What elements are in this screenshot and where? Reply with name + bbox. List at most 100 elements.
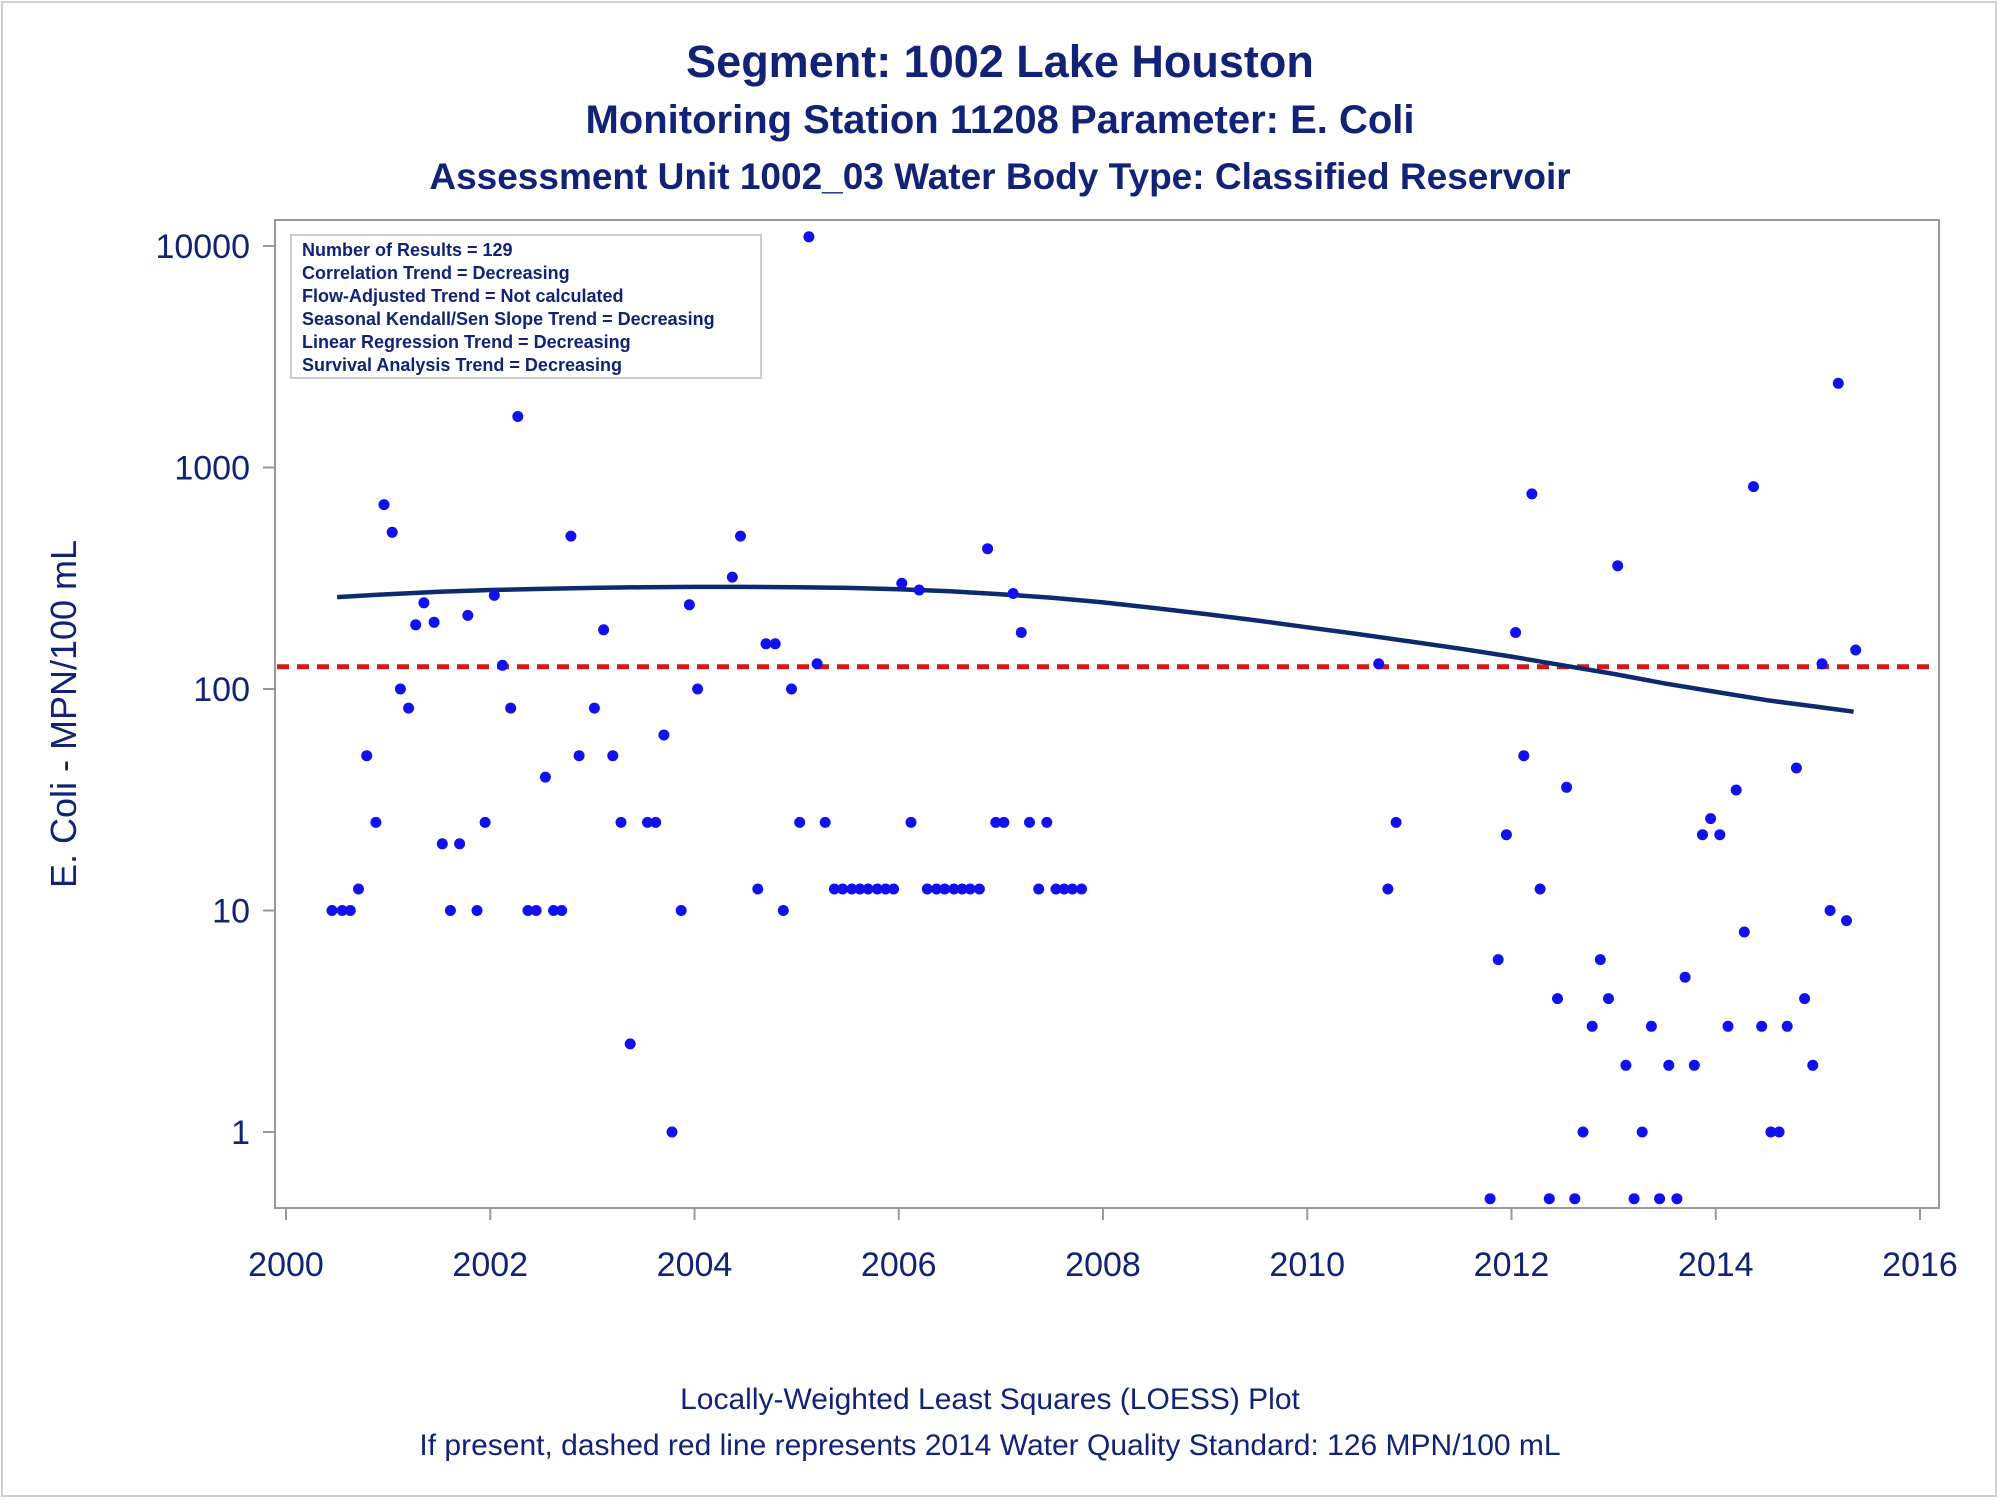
data-point [454,838,466,850]
data-point [880,883,891,895]
data-point [1577,1126,1589,1138]
data-point [598,624,610,636]
data-point [436,838,448,850]
data-point [1722,1020,1734,1032]
y-tick-label: 100 [193,671,250,709]
data-point [522,905,534,916]
data-point [1603,993,1614,1005]
data-point [573,750,585,762]
data-point [505,702,517,714]
data-point [786,683,797,695]
data-point [1671,1193,1683,1205]
info-number-of-results: Number of Results = 129 [302,240,513,260]
data-point [1850,644,1862,656]
data-point [871,883,883,895]
data-point [1688,1059,1700,1071]
data-point [683,599,695,611]
data-point [1041,816,1053,828]
x-tick-label: 2010 [1269,1246,1345,1284]
data-point [1697,829,1708,841]
data-point [418,597,430,609]
info-linear-regression-trend: Linear Regression Trend = Decreasing [302,332,631,352]
data-point [378,499,390,511]
data-point [1382,883,1394,895]
data-point [326,905,338,916]
data-point [1390,816,1402,828]
data-point [1492,954,1504,966]
data-point [1007,588,1019,599]
y-tick-label: 10 [212,893,250,931]
footnote-standard: If present, dashed red line represents 2… [419,1429,1561,1462]
data-point [846,883,858,895]
data-point [862,883,874,895]
data-point [1612,560,1624,572]
data-point [488,589,500,601]
data-point [624,1038,636,1050]
data-point [990,816,1002,828]
data-point [1714,829,1726,841]
data-point [1484,1193,1496,1205]
data-point [1790,762,1802,774]
data-point [752,883,764,895]
x-tick-label: 2002 [452,1246,528,1284]
data-point [1781,1020,1793,1032]
data-point [1705,813,1717,825]
data-point [512,411,524,422]
data-point [905,816,917,828]
data-point [666,1126,678,1138]
x-tick-label: 2004 [657,1246,733,1284]
data-point [336,905,348,916]
data-point [675,905,687,916]
data-point [1066,883,1078,895]
info-box: Number of Results = 129 Correlation Tren… [290,234,762,379]
chart-title: Segment: 1002 Lake Houston [686,36,1314,87]
data-point [939,883,951,895]
data-point [811,658,823,670]
data-point [479,816,491,828]
x-tick-label: 2014 [1678,1246,1754,1284]
data-point [344,905,356,916]
data-point [803,231,815,243]
data-point [1765,1126,1777,1138]
data-point [1058,883,1070,895]
data-point [462,609,474,621]
data-point [615,816,627,828]
data-point [1654,1193,1666,1205]
data-point [1636,1126,1648,1138]
info-flow-adjusted-trend: Flow-Adjusted Trend = Not calculated [302,286,624,306]
data-point [931,883,942,895]
data-point [1373,658,1385,670]
data-point [361,750,373,762]
data-point [692,683,704,695]
data-point [819,816,831,828]
data-point [497,659,508,671]
data-point [1015,627,1027,638]
data-point [658,729,670,741]
info-seasonal-kendall-trend: Seasonal Kendall/Sen Slope Trend = Decre… [302,309,715,329]
data-point [1620,1059,1632,1071]
data-point [1799,993,1811,1005]
data-point [794,816,806,828]
data-point [1569,1193,1581,1205]
data-point [1628,1193,1640,1205]
data-point [735,530,746,542]
data-point [1024,816,1035,828]
data-point [1050,883,1062,895]
data-point [973,883,985,895]
data-point [1500,829,1512,841]
data-point [948,883,960,895]
data-point [1756,1020,1768,1032]
y-tick-label: 1 [231,1114,250,1152]
data-point [1730,784,1742,796]
data-point [403,702,415,714]
data-point [428,616,440,628]
data-point [921,883,933,895]
data-point [1594,954,1606,966]
data-point [1526,488,1538,500]
data-point [1841,915,1852,927]
data-point [888,883,900,895]
info-survival-analysis-trend: Survival Analysis Trend = Decreasing [302,355,622,375]
x-tick-label: 2000 [248,1246,324,1284]
